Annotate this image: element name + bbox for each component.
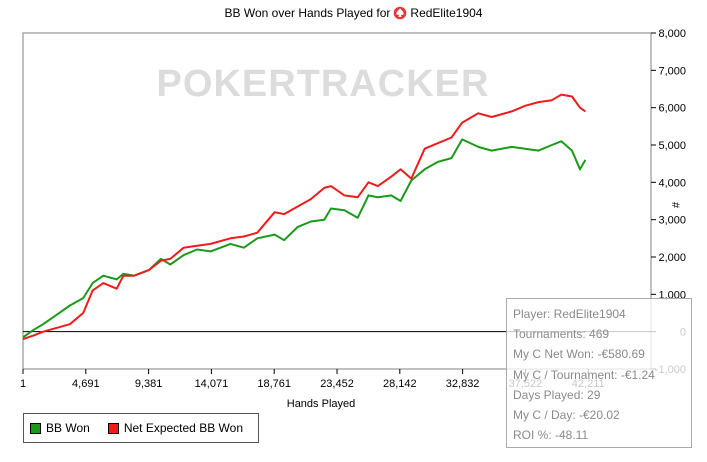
x-tick-label: 23,452 — [320, 378, 354, 390]
y-tick-label: 2,000 — [658, 252, 686, 264]
chart-title-text: BB Won over Hands Played for — [224, 6, 391, 20]
x-tick-label: 4,691 — [72, 378, 100, 390]
y-tick-label: 7,000 — [658, 65, 686, 77]
stat-tournaments: Tournaments: 469 — [513, 327, 610, 342]
chart-title: BB Won over Hands Played for RedElite190… — [0, 6, 707, 20]
y-tick-label: 6,000 — [658, 103, 686, 115]
x-tick-label: 28,142 — [383, 378, 417, 390]
series-line-bb-won — [22, 138, 587, 339]
legend-item-bb-won: BB Won — [30, 421, 90, 435]
legend-label-bb-won: BB Won — [46, 421, 90, 435]
pokerstars-spade-icon — [393, 6, 407, 20]
y-tick-label: 5,000 — [658, 140, 686, 152]
player-stats-box: Player: RedElite1904 Tournaments: 469 My… — [506, 298, 692, 448]
x-tick-label: 14,071 — [195, 378, 229, 390]
legend-swatch-net-expected — [107, 422, 119, 434]
stat-per-tournament: My C / Tournament: -€1.24 — [513, 367, 655, 382]
legend-swatch-bb-won — [30, 422, 41, 434]
series-line-net-expected-bb-won — [22, 93, 586, 341]
y-axis-title: # — [669, 202, 681, 209]
watermark-text: POKERTRACKER — [157, 63, 490, 105]
legend-label-net-expected: Net Expected BB Won — [123, 421, 243, 435]
x-tick-label: 32,832 — [446, 378, 480, 390]
x-tick-label: 9,381 — [135, 378, 163, 390]
stat-days-played: Days Played: 29 — [513, 387, 601, 402]
stat-net-won: My C Net Won: -€580.69 — [513, 347, 645, 362]
y-tick-label: 4,000 — [658, 177, 686, 189]
y-tick-label: 3,000 — [658, 215, 686, 227]
series-layer — [22, 93, 587, 341]
legend-item-net-expected: Net Expected BB Won — [107, 421, 243, 435]
stat-per-day: My C / Day: -€20.02 — [513, 408, 620, 423]
y-tick-label: 8,000 — [658, 28, 686, 40]
legend: BB Won Net Expected BB Won — [23, 413, 259, 443]
x-axis-title: Hands Played — [287, 398, 356, 410]
stat-player: Player: RedElite1904 — [513, 307, 626, 321]
x-tick-label: 18,761 — [257, 378, 291, 390]
chart-title-player: RedElite1904 — [410, 6, 483, 20]
stat-roi: ROI %: -48.11 — [513, 428, 589, 443]
x-tick-label: 1 — [20, 378, 26, 390]
